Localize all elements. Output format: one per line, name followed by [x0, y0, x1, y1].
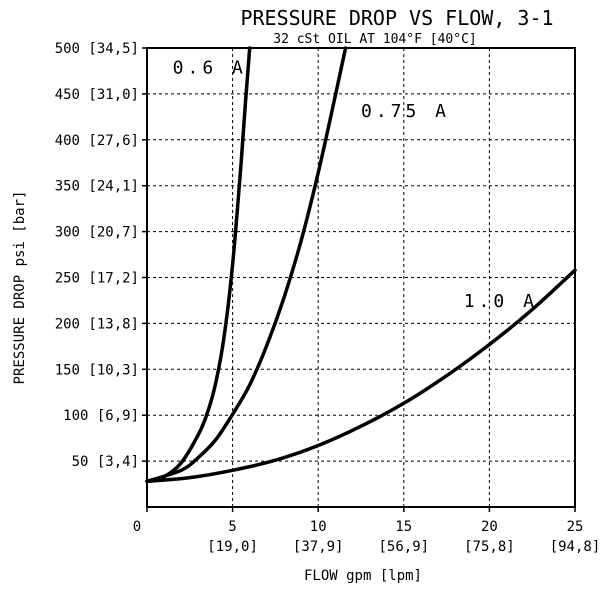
y-tick-label: 50 [3,4] [72, 454, 139, 470]
x-tick-label: 20 [481, 519, 498, 535]
series-label-0: 0.6 A [173, 58, 247, 79]
y-tick-label: 450 [31,0] [55, 87, 139, 103]
x-tick-sublabel: [19,0] [207, 539, 258, 555]
y-tick-label: 350 [24,1] [55, 179, 139, 195]
series-group: 0.6 A 0.75 A 1.0 A [145, 46, 577, 484]
y-tick-label: 150 [10,3] [55, 362, 139, 378]
series-line-2 [145, 268, 577, 484]
y-tick-label: 500 [34,5] [55, 41, 139, 57]
y-tick-label: 300 [20,7] [55, 225, 139, 241]
chart-title: PRESSURE DROP VS FLOW, 3-1 [240, 6, 553, 30]
y-tick-label: 400 [27,6] [55, 133, 139, 149]
y-tick-label: 250 [17,2] [55, 271, 139, 287]
x-tick-sublabel: [75,8] [464, 539, 515, 555]
x-tick-sublabel: [94,8] [550, 539, 601, 555]
x-tick-sublabel: [37,9] [293, 539, 344, 555]
x-axis-ticks: 0 5 [19,0] 10 [37,9] 15 [56,9] 20 [75,8] 25 [94,8] [133, 507, 601, 555]
y-tick-label: 100 [6,9] [63, 408, 139, 424]
x-tick-label: 0 [133, 519, 141, 535]
y-axis-label: PRESSURE DROP psi [bar] [12, 191, 28, 385]
series-line-1 [145, 46, 348, 484]
y-axis-ticks: 50 [3,4] 100 [6,9] 150 [10,3] 200 [13,8] 250… [55, 41, 147, 470]
chart-subtitle: 32 cSt OIL AT 104°F [40°C] [273, 32, 477, 47]
x-tick-label: 25 [567, 519, 584, 535]
x-tick-sublabel: [56,9] [379, 539, 430, 555]
series-line-0 [145, 46, 252, 484]
x-axis-label: FLOW gpm [lpm] [304, 568, 422, 584]
series-label-2: 1.0 A [464, 291, 538, 312]
x-tick-label: 10 [310, 519, 327, 535]
x-tick-label: 15 [395, 519, 412, 535]
x-tick-label: 5 [228, 519, 236, 535]
y-tick-label: 200 [13,8] [55, 316, 139, 332]
series-label-1: 0.75 A [361, 101, 450, 122]
